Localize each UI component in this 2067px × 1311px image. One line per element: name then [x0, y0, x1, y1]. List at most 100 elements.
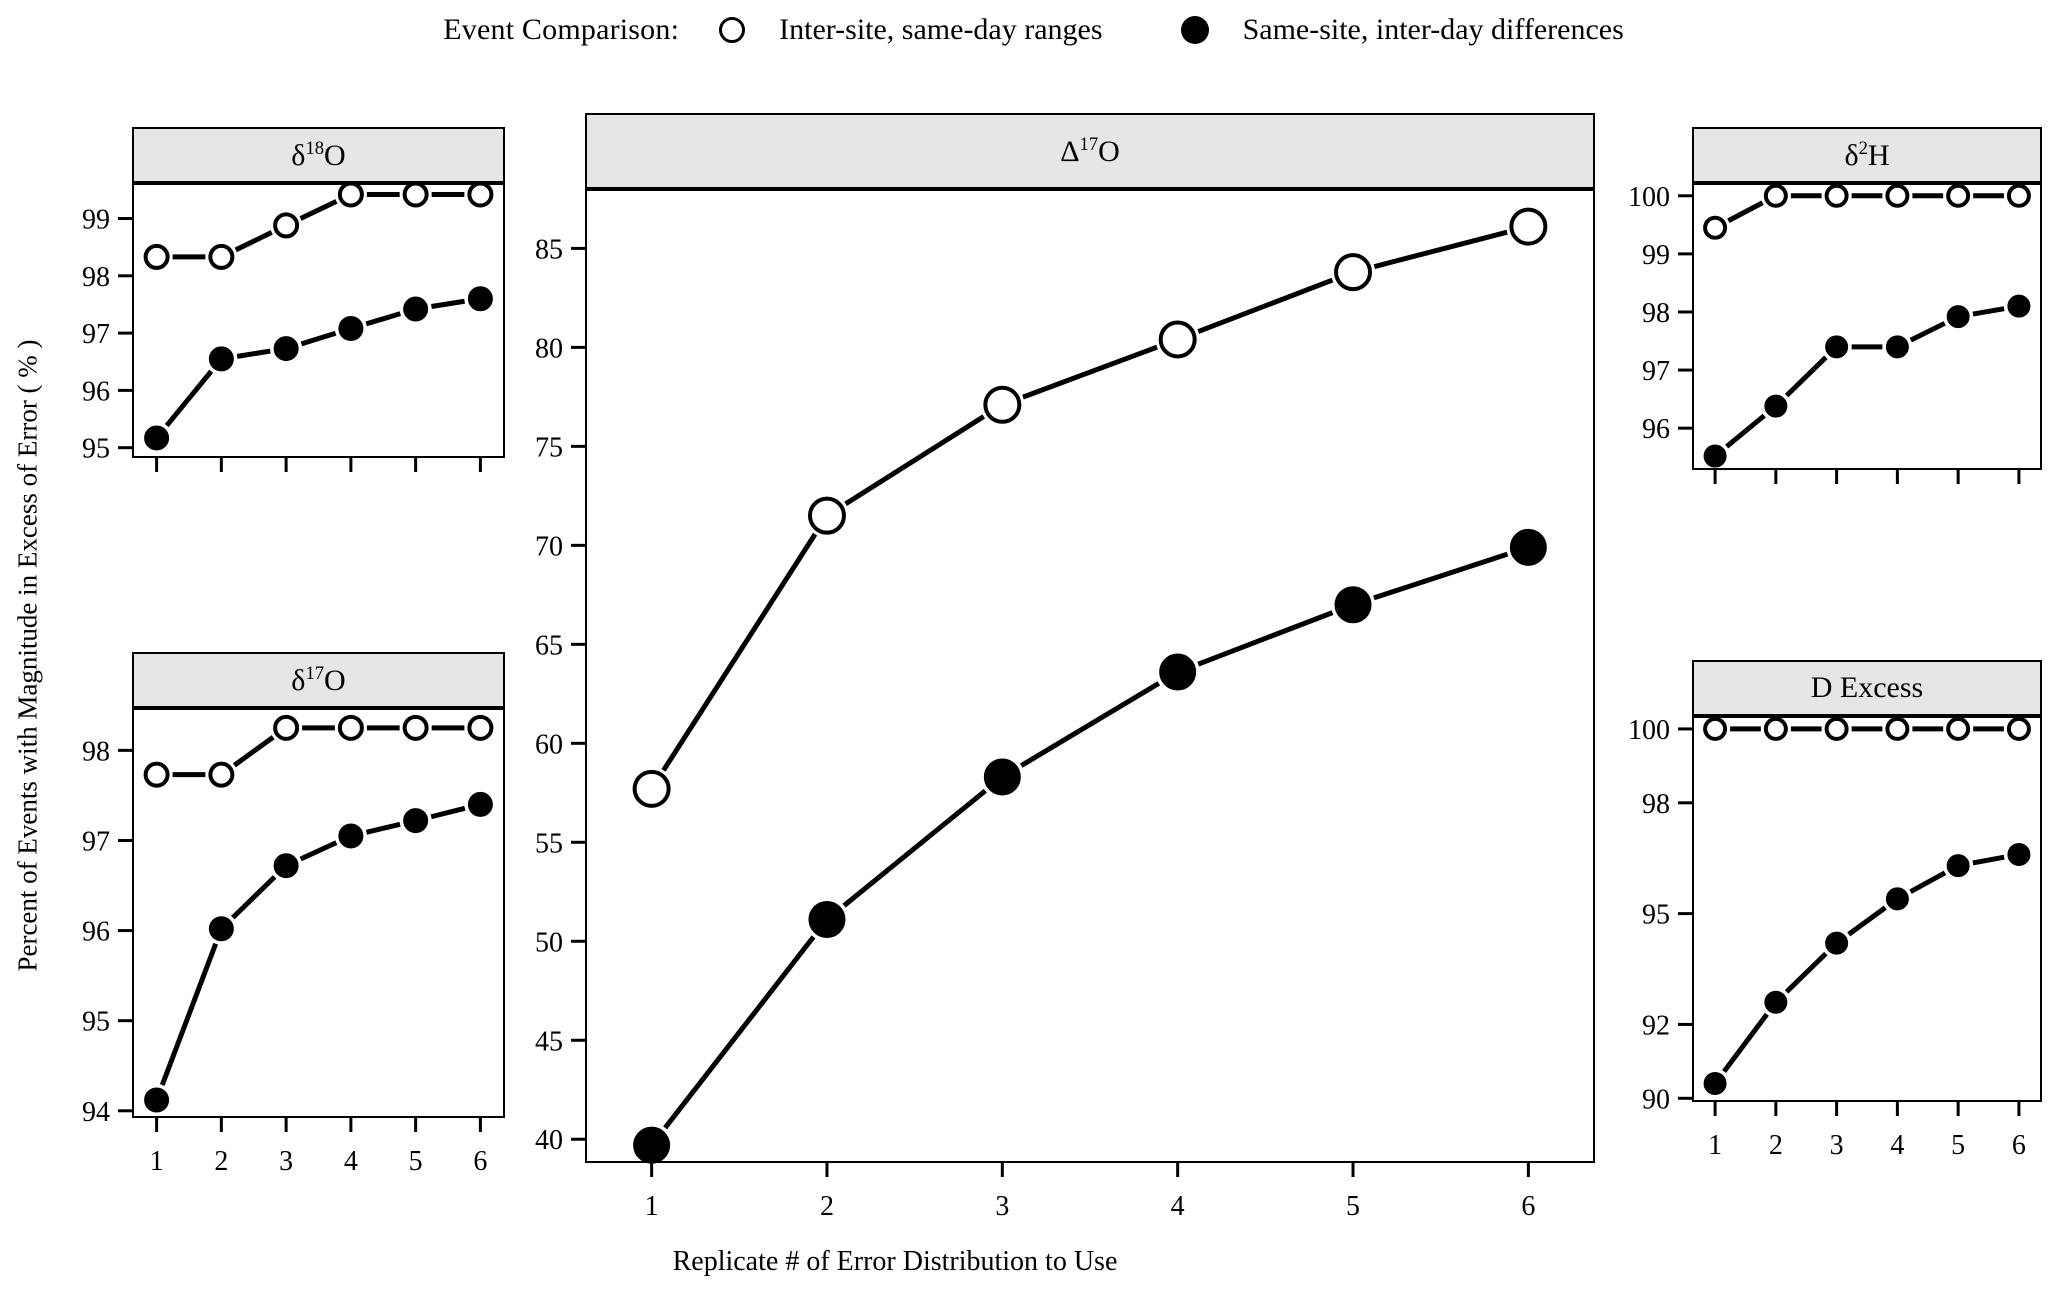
panel-d17O: δ17O 94 95 96 97 98 1 2 3 4 5 6 [82, 652, 505, 1177]
x-tick-label: 6 [473, 1146, 487, 1177]
y-tick-label: 96 [1642, 414, 1670, 445]
y-tick-label: 96 [82, 376, 110, 407]
panel-d18O: δ18O 95 96 97 98 99 [82, 127, 505, 472]
panel-title-D17O: Δ17O [1060, 133, 1120, 168]
x-tick-label: 4 [1890, 1130, 1904, 1161]
panel-d2H: δ2H 96 97 98 99 100 [1628, 127, 2042, 484]
series-inter-site [143, 181, 494, 270]
x-axis-ticks-d17O: 1 2 3 4 5 6 [150, 1118, 487, 1177]
y-axis-ticks-d17O: 94 95 96 97 98 [82, 736, 132, 1128]
y-tick-label: 97 [82, 826, 110, 857]
panel-D17O: Δ17O 40 45 50 55 60 65 70 75 80 85 1 2 3 4 5 6 [535, 113, 1595, 1222]
series-inter-site [632, 207, 1548, 808]
x-tick-label: 1 [1708, 1130, 1722, 1161]
x-tick-label: 1 [150, 1146, 164, 1177]
y-tick-label: 94 [82, 1097, 110, 1128]
x-tick-label: 6 [1521, 1191, 1535, 1222]
x-axis-ticks-d18O [155, 458, 482, 472]
x-tick-label: 5 [1346, 1191, 1360, 1222]
legend-title: Event Comparison: [443, 13, 680, 46]
plot-area-D17O [585, 189, 1595, 1163]
open-circle-icon [719, 17, 746, 43]
y-tick-label: 75 [535, 432, 563, 463]
panel-title-d18O: δ18O [291, 137, 346, 172]
y-tick-label: 100 [1628, 182, 1670, 213]
x-axis-ticks-D17O: 1 2 3 4 5 6 [645, 1163, 1535, 1222]
y-tick-label: 55 [535, 828, 563, 859]
y-tick-label: 98 [82, 736, 110, 767]
y-tick-label: 98 [1642, 298, 1670, 329]
y-tick-label: 65 [535, 630, 563, 661]
y-tick-label: 97 [82, 319, 110, 350]
plot-area-d17O [132, 708, 505, 1118]
panel-Dexcess: D Excess 90 92 95 98 100 1 2 3 4 5 6 [1628, 660, 2042, 1161]
plot-area-d18O [132, 183, 505, 458]
x-tick-label: 6 [2012, 1130, 2026, 1161]
y-tick-label: 50 [535, 927, 563, 958]
panel-strip-D17O: Δ17O [585, 113, 1595, 189]
x-tick-label: 2 [820, 1191, 834, 1222]
y-tick-label: 85 [535, 234, 563, 265]
y-tick-label: 95 [82, 1007, 110, 1038]
plot-svg-Dexcess: 90 92 95 98 100 1 2 3 4 5 6 [1628, 715, 2031, 1161]
x-tick-label: 4 [1171, 1191, 1185, 1222]
y-tick-label: 99 [1642, 240, 1670, 271]
y-tick-label: 90 [1642, 1084, 1670, 1115]
legend-label-inter-site: Inter-site, same-day ranges [779, 13, 1103, 46]
y-axis-ticks-d18O: 95 96 97 98 99 [82, 205, 132, 465]
x-tick-label: 5 [409, 1146, 423, 1177]
x-axis-ticks-Dexcess: 1 2 3 4 5 6 [1708, 1102, 2026, 1161]
plot-svg-d18O: 95 96 97 98 99 [82, 181, 494, 472]
y-axis-ticks-Dexcess: 90 92 95 98 100 [1628, 715, 1692, 1115]
y-tick-label: 95 [1642, 900, 1670, 931]
y-tick-label: 97 [1642, 356, 1670, 387]
panel-title-Dexcess: D Excess [1810, 671, 1924, 704]
series-inter-site [1703, 716, 2031, 741]
panel-strip-d2H: δ2H [1692, 127, 2042, 183]
y-axis-ticks-D17O: 40 45 50 55 60 65 70 75 80 85 [535, 234, 585, 1156]
y-tick-label: 60 [535, 729, 563, 760]
x-tick-label: 3 [1830, 1130, 1844, 1161]
x-tick-label: 2 [214, 1146, 228, 1177]
plot-svg-d17O: 94 95 96 97 98 1 2 3 4 5 6 [82, 714, 494, 1177]
x-tick-label: 4 [344, 1146, 358, 1177]
panel-strip-Dexcess: D Excess [1692, 660, 2042, 716]
y-tick-label: 98 [82, 262, 110, 293]
y-tick-label: 100 [1628, 715, 1670, 746]
panel-strip-d17O: δ17O [132, 652, 505, 708]
y-tick-label: 99 [82, 205, 110, 236]
series-inter-site [143, 714, 494, 788]
y-tick-label: 96 [82, 917, 110, 948]
legend-label-same-site: Same-site, inter-day differences [1242, 13, 1624, 46]
series-inter-site [1703, 183, 2031, 240]
panel-title-d17O: δ17O [291, 662, 346, 697]
y-tick-label: 92 [1642, 1010, 1670, 1041]
x-tick-label: 5 [1951, 1130, 1965, 1161]
series-same-site [1703, 843, 2031, 1096]
x-tick-label: 3 [279, 1146, 293, 1177]
y-tick-label: 70 [535, 531, 563, 562]
x-tick-label: 2 [1769, 1130, 1783, 1161]
x-tick-label: 1 [645, 1191, 659, 1222]
filled-circle-icon [1180, 16, 1209, 44]
y-tick-label: 80 [535, 333, 563, 364]
x-axis-title: Replicate # of Error Distribution to Use [672, 1246, 1118, 1277]
series-same-site [633, 528, 1547, 1164]
y-tick-label: 40 [535, 1125, 563, 1156]
panel-title-d2H: δ2H [1844, 137, 1890, 172]
legend-entry-same-site: Same-site, inter-day differences [1180, 13, 1624, 47]
x-axis-ticks-d2H [1713, 470, 2021, 484]
plot-area-d2H [1692, 183, 2042, 470]
legend: Event Comparison: Inter-site, same-day r… [0, 0, 2067, 60]
y-tick-label: 45 [535, 1026, 563, 1057]
y-axis-ticks-d2H: 96 97 98 99 100 [1628, 182, 1692, 445]
x-tick-label: 3 [995, 1191, 1009, 1222]
legend-entry-inter-site: Inter-site, same-day ranges [719, 13, 1103, 47]
plot-svg-d2H: 96 97 98 99 100 [1628, 182, 2031, 484]
panel-strip-d18O: δ18O [132, 127, 505, 183]
y-tick-label: 98 [1642, 789, 1670, 820]
y-axis-title-text: Percent of Events with Magnitude in Exce… [12, 339, 43, 972]
series-same-site [1703, 294, 2031, 468]
y-axis-title: Percent of Events with Magnitude in Exce… [6, 0, 50, 1311]
